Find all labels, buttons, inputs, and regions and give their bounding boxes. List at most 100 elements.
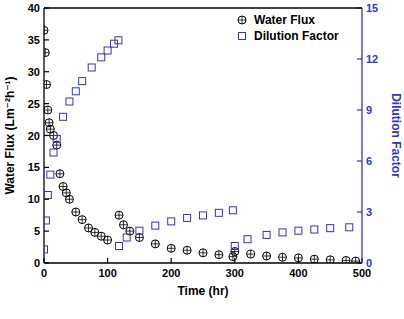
marker-shape xyxy=(115,37,122,44)
marker-shape xyxy=(50,149,57,156)
point xyxy=(168,218,175,225)
marker-shape xyxy=(119,211,120,219)
legend-label: Dilution Factor xyxy=(254,29,339,43)
marker-shape xyxy=(152,222,159,229)
point xyxy=(72,88,79,95)
marker-shape xyxy=(136,227,143,234)
marker-shape xyxy=(151,240,159,248)
y2-tick-label: 9 xyxy=(366,104,372,116)
y-tick-label: 15 xyxy=(28,161,40,173)
marker-shape xyxy=(231,248,239,256)
marker-shape xyxy=(44,84,51,85)
marker-shape xyxy=(120,221,128,229)
marker-shape xyxy=(342,256,350,263)
y-tick-label: 5 xyxy=(34,225,40,237)
point xyxy=(53,135,60,142)
marker-shape xyxy=(229,207,236,214)
marker-shape xyxy=(60,113,67,120)
plot-area xyxy=(44,26,360,263)
marker-shape xyxy=(279,253,287,261)
point xyxy=(200,212,207,219)
marker-shape xyxy=(59,170,60,178)
point xyxy=(78,216,86,224)
x-tick-label: 300 xyxy=(226,267,244,279)
point xyxy=(342,256,350,263)
y2-tick-label: 15 xyxy=(366,2,378,14)
y2-tick xyxy=(357,58,362,59)
marker-shape xyxy=(199,249,207,257)
marker-shape xyxy=(46,81,47,89)
y-tick-label: 35 xyxy=(28,34,40,46)
marker-shape xyxy=(44,106,52,114)
point xyxy=(50,149,57,156)
legend-label: Water Flux xyxy=(254,13,315,27)
marker-shape xyxy=(65,195,73,203)
point xyxy=(116,243,123,250)
marker-shape xyxy=(75,208,76,216)
point xyxy=(199,249,207,257)
legend-marker xyxy=(238,16,246,24)
marker-shape xyxy=(123,221,124,229)
point xyxy=(326,256,334,263)
point xyxy=(263,231,270,238)
marker-shape xyxy=(229,253,237,261)
marker-shape xyxy=(203,249,204,257)
y2-tick-label: 12 xyxy=(366,53,378,65)
marker-shape xyxy=(218,251,219,259)
marker-shape xyxy=(107,236,108,244)
marker-shape xyxy=(44,246,48,253)
point xyxy=(44,49,49,57)
point xyxy=(98,54,105,61)
marker-shape xyxy=(88,64,95,71)
point xyxy=(229,207,236,214)
y-tick xyxy=(44,231,49,232)
marker-shape xyxy=(346,256,347,263)
marker-shape xyxy=(171,244,172,252)
x-tick-label: 400 xyxy=(289,267,307,279)
point xyxy=(60,113,67,120)
marker-shape xyxy=(279,229,286,236)
point xyxy=(229,253,237,261)
point xyxy=(244,236,251,243)
marker-shape xyxy=(327,225,334,232)
marker-shape xyxy=(231,243,238,250)
series xyxy=(44,26,360,263)
series xyxy=(44,37,353,253)
point xyxy=(56,170,64,178)
point xyxy=(120,221,128,229)
marker-shape xyxy=(242,16,243,24)
point xyxy=(184,214,191,221)
y-axis-label: Water Flux (Lm⁻²h⁻¹) xyxy=(3,76,17,194)
marker-shape xyxy=(45,49,46,57)
y-tick-label: 0 xyxy=(34,257,40,269)
marker-shape xyxy=(247,250,255,258)
marker-shape xyxy=(346,224,353,231)
marker-shape xyxy=(266,252,267,260)
marker-shape xyxy=(98,54,105,61)
y2-axis-label: Dilution Factor xyxy=(389,93,403,178)
marker-shape xyxy=(239,33,246,40)
marker-shape xyxy=(295,227,302,234)
marker-shape xyxy=(104,236,112,244)
x-axis-label: Time (hr) xyxy=(177,284,228,298)
y-tick-label: 30 xyxy=(28,66,40,78)
marker-shape xyxy=(94,228,95,236)
point xyxy=(231,248,239,256)
y-axis xyxy=(43,8,44,263)
y-tick-label: 40 xyxy=(28,2,40,14)
marker-shape xyxy=(44,49,49,57)
y-tick xyxy=(44,103,49,104)
marker-shape xyxy=(200,212,207,219)
point xyxy=(310,255,318,263)
marker-shape xyxy=(215,209,222,216)
marker-shape xyxy=(47,106,48,114)
marker-shape xyxy=(53,135,60,142)
marker-shape xyxy=(232,253,233,261)
point xyxy=(352,257,360,263)
point xyxy=(44,192,51,199)
marker-shape xyxy=(82,216,83,224)
x-tick-label: 200 xyxy=(162,267,180,279)
marker-shape xyxy=(168,218,175,225)
y-tick xyxy=(44,39,49,40)
chart: 0100200300400500051015202530354003691215… xyxy=(0,0,404,319)
